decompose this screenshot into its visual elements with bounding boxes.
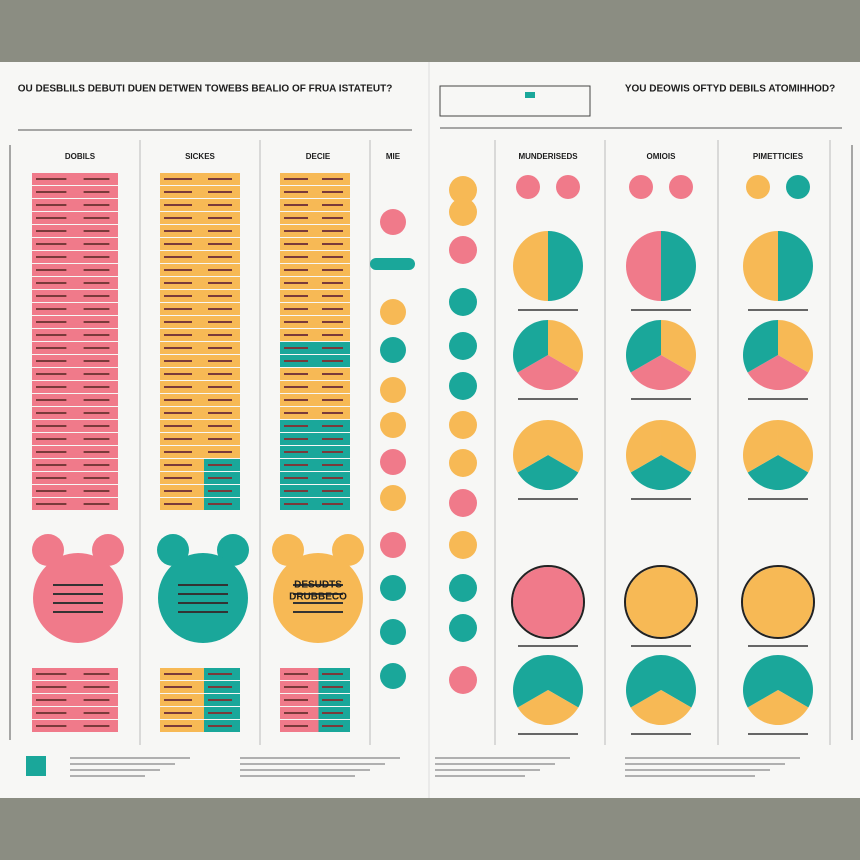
blob-ear xyxy=(332,534,364,566)
column-header: MUNDERISEDS xyxy=(518,152,578,161)
pie-wedge xyxy=(512,655,548,708)
dot xyxy=(380,663,406,689)
dot xyxy=(449,411,477,439)
mini-pie xyxy=(516,175,540,199)
dot xyxy=(449,574,477,602)
pie-wedge xyxy=(517,690,579,725)
blob xyxy=(33,553,123,643)
pie-wedge xyxy=(778,655,813,708)
dot xyxy=(449,666,477,694)
pie-wedge xyxy=(661,320,697,373)
dot xyxy=(380,412,406,438)
pie-wedge xyxy=(548,231,584,301)
dot xyxy=(380,299,406,325)
column-header: MIE xyxy=(386,152,401,161)
pie-wedge xyxy=(548,655,583,708)
pie-wedge xyxy=(747,690,809,725)
dot xyxy=(449,614,477,642)
pie-wedge xyxy=(512,420,548,473)
pie-wedge xyxy=(626,655,661,708)
pie-wedge xyxy=(625,567,696,637)
pie-wedge xyxy=(512,231,548,301)
pie-wedge xyxy=(661,230,697,301)
pie-wedge xyxy=(517,355,579,391)
blob xyxy=(273,553,363,643)
right-title: YOU DEOWIS OFTYD DEBILS ATOMIHHOD? xyxy=(625,84,835,95)
pie-ring xyxy=(624,565,698,639)
pie-wedge xyxy=(517,455,579,491)
dot xyxy=(449,198,477,226)
column-header: SICKES xyxy=(185,152,215,161)
pill xyxy=(370,258,415,270)
blob-ear xyxy=(217,534,249,566)
poster-sheet xyxy=(0,62,860,798)
pie-wedge xyxy=(626,420,661,473)
header-box xyxy=(439,85,591,117)
blob-label: DESUDTS xyxy=(294,580,342,591)
pie-wedge xyxy=(743,655,778,708)
mini-pie xyxy=(629,175,653,199)
dot xyxy=(449,489,477,517)
header-swatch xyxy=(525,92,535,98)
dot xyxy=(380,619,406,645)
column-header: DECIE xyxy=(306,152,331,161)
dot xyxy=(380,575,406,601)
pie-wedge xyxy=(743,420,778,473)
dot xyxy=(380,532,406,558)
dot xyxy=(380,485,406,511)
pie-wedge xyxy=(743,320,778,373)
dot xyxy=(449,176,477,204)
column-header: PIMETTICIES xyxy=(753,152,804,161)
pie-wedge xyxy=(548,420,583,473)
pie-wedge xyxy=(630,455,692,491)
pie-wedge xyxy=(630,690,692,726)
pie-wedge xyxy=(512,320,548,373)
footer-logo xyxy=(26,756,46,776)
blob-ear xyxy=(92,534,124,566)
dot xyxy=(380,209,406,235)
pie-wedge xyxy=(626,320,661,373)
mini-pie xyxy=(746,175,770,199)
blob-ear xyxy=(32,534,64,566)
pie-wedge xyxy=(778,320,814,373)
pie-wedge xyxy=(512,567,583,637)
mini-pie xyxy=(556,175,580,199)
pie-wedge xyxy=(747,355,809,390)
dot xyxy=(380,337,406,363)
pie-wedge xyxy=(778,420,813,473)
pie-wedge xyxy=(548,320,583,373)
left-title: OU DESBLILS DEBUTI DUEN DETWEN TOWEBS BE… xyxy=(18,84,393,95)
generated: DOBILS SICKES DECIE MIE MUNDERISEDS OMIOIS PIM… xyxy=(9,140,853,777)
dot xyxy=(380,377,406,403)
column-header: DOBILS xyxy=(65,152,96,161)
pie-ring xyxy=(741,565,815,639)
pie-wedge xyxy=(742,567,813,637)
blob xyxy=(158,553,248,643)
pie-wedge xyxy=(778,231,814,301)
dot xyxy=(449,236,477,264)
pie-wedge xyxy=(661,655,697,708)
dot xyxy=(380,449,406,475)
dot xyxy=(449,531,477,559)
pie-wedge xyxy=(742,231,778,301)
blob-ear xyxy=(157,534,189,566)
column-header: OMIOIS xyxy=(647,152,677,161)
dot xyxy=(449,449,477,477)
pie-wedge xyxy=(661,420,696,473)
pie-wedge xyxy=(630,355,692,391)
pie-wedge xyxy=(625,231,661,301)
mini-pie xyxy=(669,175,693,199)
blob-ear xyxy=(272,534,304,566)
blob-label: DRUBBECO xyxy=(289,592,347,603)
dot xyxy=(449,372,477,400)
pie-ring xyxy=(511,565,585,639)
pie-wedge xyxy=(747,455,809,491)
dot xyxy=(449,332,477,360)
mini-pie xyxy=(786,175,810,199)
dot xyxy=(449,288,477,316)
